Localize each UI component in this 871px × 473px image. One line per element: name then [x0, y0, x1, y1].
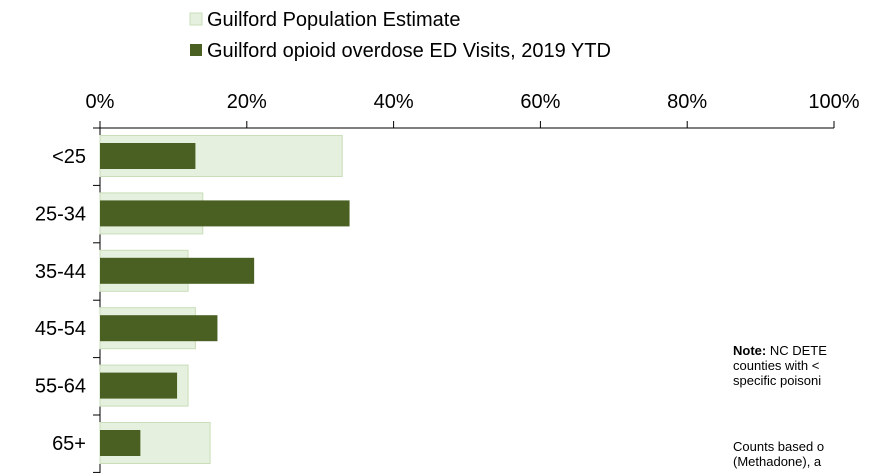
legend-label-1: Guilford opioid overdose ED Visits, 2019… [207, 40, 611, 62]
category-label-5: 65+ [52, 433, 86, 455]
bar-overdose-4 [100, 372, 178, 399]
x-tick-label-1: 20% [227, 91, 267, 113]
category-label-4: 55-64 [35, 376, 86, 398]
legend-swatch-0 [189, 12, 203, 26]
bar-overdose-1 [100, 200, 350, 227]
x-tick-label-4: 80% [667, 91, 707, 113]
x-tick-label-5: 100% [808, 91, 859, 113]
note-label: Note: [733, 343, 767, 358]
bar-overdose-2 [100, 257, 255, 284]
note-text: NC DETE counties with < specific poisoni [733, 343, 827, 388]
chart-note-2: Counts based o (Methadone), a [733, 439, 871, 469]
x-tick-label-0: 0% [86, 91, 115, 113]
note-text-2: Counts based o (Methadone), a [733, 439, 825, 469]
category-label-3: 45-54 [35, 318, 86, 340]
category-label-2: 35-44 [35, 261, 86, 283]
x-tick-label-2: 40% [374, 91, 414, 113]
category-label-0: <25 [52, 146, 86, 168]
bar-overdose-3 [100, 315, 218, 342]
category-label-1: 25-34 [35, 203, 86, 225]
bar-overdose-0 [100, 143, 196, 169]
legend-swatch-1 [190, 44, 202, 56]
bar-overdose-5 [100, 430, 141, 456]
legend-label-0: Guilford Population Estimate [207, 9, 460, 31]
chart-note: Note: NC DETE counties with < specific p… [733, 343, 871, 388]
x-tick-label-3: 60% [520, 91, 560, 113]
